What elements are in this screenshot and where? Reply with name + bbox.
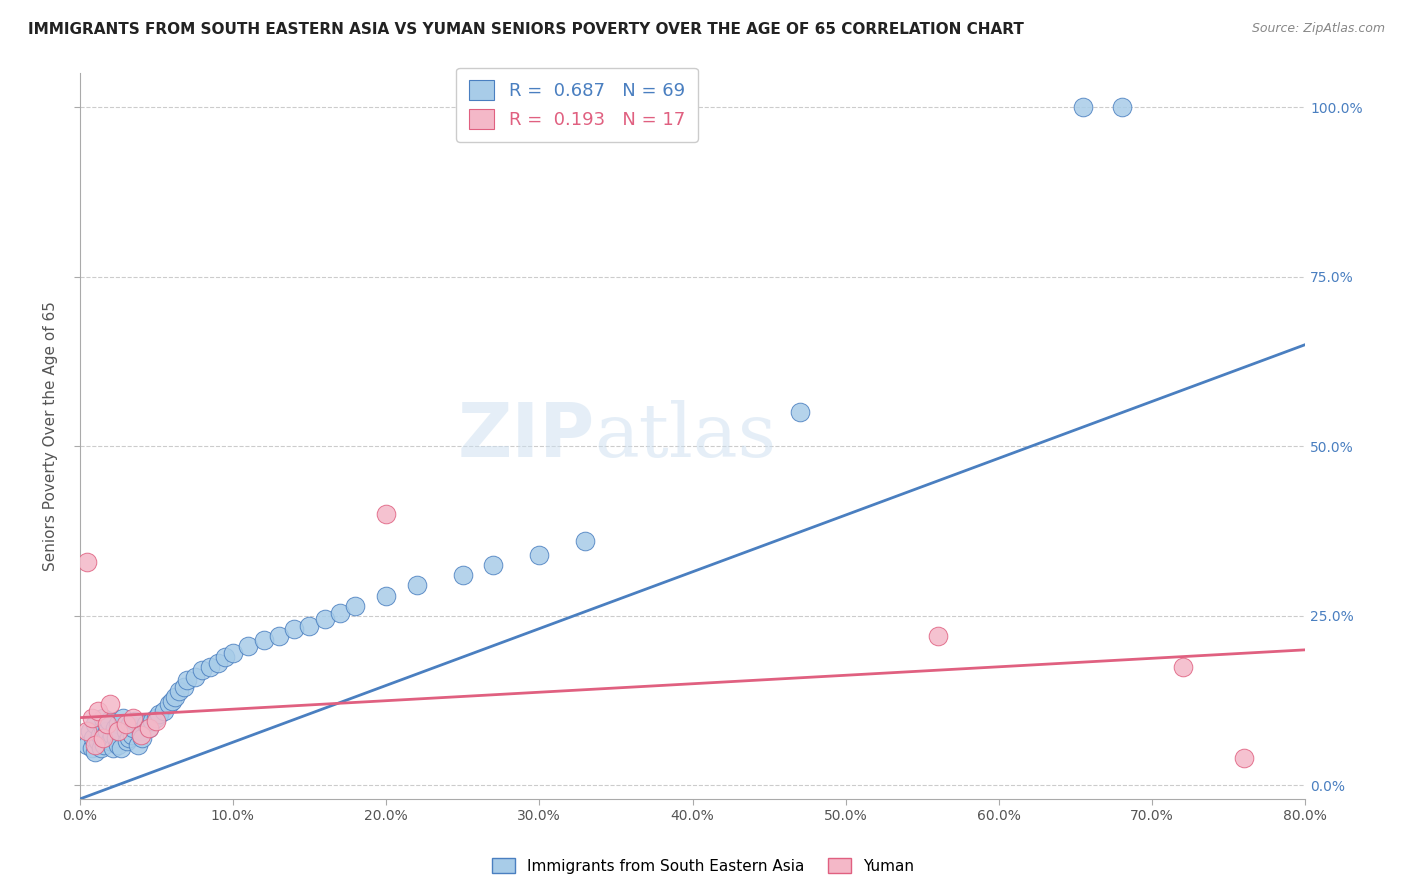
- Point: [120, 717, 142, 731]
- Point: [153, 704, 176, 718]
- Point: [138, 721, 160, 735]
- Point: [451, 568, 474, 582]
- Point: [574, 534, 596, 549]
- Point: [122, 721, 145, 735]
- Point: [375, 589, 398, 603]
- Point: [97, 714, 120, 728]
- Point: [107, 724, 129, 739]
- Point: [91, 731, 114, 745]
- Point: [124, 714, 146, 728]
- Point: [129, 724, 152, 739]
- Point: [375, 507, 398, 521]
- Point: [135, 717, 157, 731]
- Point: [131, 731, 153, 745]
- Point: [115, 734, 138, 748]
- Point: [314, 612, 336, 626]
- Point: [191, 663, 214, 677]
- Point: [80, 711, 103, 725]
- Point: [405, 578, 427, 592]
- Point: [89, 728, 111, 742]
- Point: [127, 738, 149, 752]
- Point: [108, 724, 131, 739]
- Point: [927, 629, 949, 643]
- Point: [122, 711, 145, 725]
- Point: [107, 738, 129, 752]
- Point: [138, 721, 160, 735]
- Point: [98, 697, 121, 711]
- Point: [84, 717, 107, 731]
- Point: [84, 738, 107, 752]
- Point: [114, 717, 136, 731]
- Point: [129, 728, 152, 742]
- Point: [91, 721, 114, 735]
- Point: [163, 690, 186, 705]
- Point: [207, 657, 229, 671]
- Point: [118, 731, 141, 745]
- Point: [76, 555, 98, 569]
- Point: [121, 728, 143, 742]
- Point: [329, 606, 352, 620]
- Point: [107, 717, 129, 731]
- Point: [1171, 660, 1194, 674]
- Point: [238, 640, 260, 654]
- Point: [167, 683, 190, 698]
- Point: [79, 724, 101, 739]
- Point: [93, 738, 115, 752]
- Point: [103, 741, 125, 756]
- Point: [160, 694, 183, 708]
- Point: [344, 599, 367, 613]
- Point: [90, 741, 112, 756]
- Point: [183, 670, 205, 684]
- Point: [76, 724, 98, 739]
- Point: [789, 405, 811, 419]
- Point: [80, 741, 103, 756]
- Point: [529, 548, 551, 562]
- Point: [84, 745, 107, 759]
- Point: [76, 738, 98, 752]
- Legend: R =  0.687   N = 69, R =  0.193   N = 17: R = 0.687 N = 69, R = 0.193 N = 17: [457, 68, 697, 142]
- Point: [1233, 751, 1256, 765]
- Point: [145, 714, 167, 728]
- Legend: Immigrants from South Eastern Asia, Yuman: Immigrants from South Eastern Asia, Yuma…: [486, 852, 920, 880]
- Point: [98, 734, 121, 748]
- Point: [252, 632, 274, 647]
- Point: [96, 717, 118, 731]
- Text: Source: ZipAtlas.com: Source: ZipAtlas.com: [1251, 22, 1385, 36]
- Point: [101, 728, 124, 742]
- Point: [283, 623, 305, 637]
- Point: [267, 629, 290, 643]
- Text: IMMIGRANTS FROM SOUTH EASTERN ASIA VS YUMAN SENIORS POVERTY OVER THE AGE OF 65 C: IMMIGRANTS FROM SOUTH EASTERN ASIA VS YU…: [28, 22, 1024, 37]
- Point: [87, 704, 110, 718]
- Point: [173, 680, 195, 694]
- Point: [94, 731, 117, 745]
- Point: [114, 724, 136, 739]
- Point: [222, 646, 245, 660]
- Point: [104, 721, 127, 735]
- Point: [91, 711, 114, 725]
- Point: [482, 558, 505, 572]
- Point: [111, 711, 134, 725]
- Point: [1071, 100, 1094, 114]
- Point: [82, 731, 104, 745]
- Point: [157, 697, 180, 711]
- Point: [176, 673, 198, 688]
- Point: [87, 734, 110, 748]
- Point: [96, 724, 118, 739]
- Point: [214, 649, 236, 664]
- Point: [1111, 100, 1133, 114]
- Point: [105, 731, 128, 745]
- Point: [148, 707, 170, 722]
- Point: [145, 711, 167, 725]
- Text: atlas: atlas: [595, 400, 776, 473]
- Text: ZIP: ZIP: [457, 400, 595, 473]
- Y-axis label: Seniors Poverty Over the Age of 65: Seniors Poverty Over the Age of 65: [44, 301, 58, 571]
- Point: [110, 741, 132, 756]
- Point: [141, 714, 163, 728]
- Point: [298, 619, 321, 633]
- Point: [198, 660, 221, 674]
